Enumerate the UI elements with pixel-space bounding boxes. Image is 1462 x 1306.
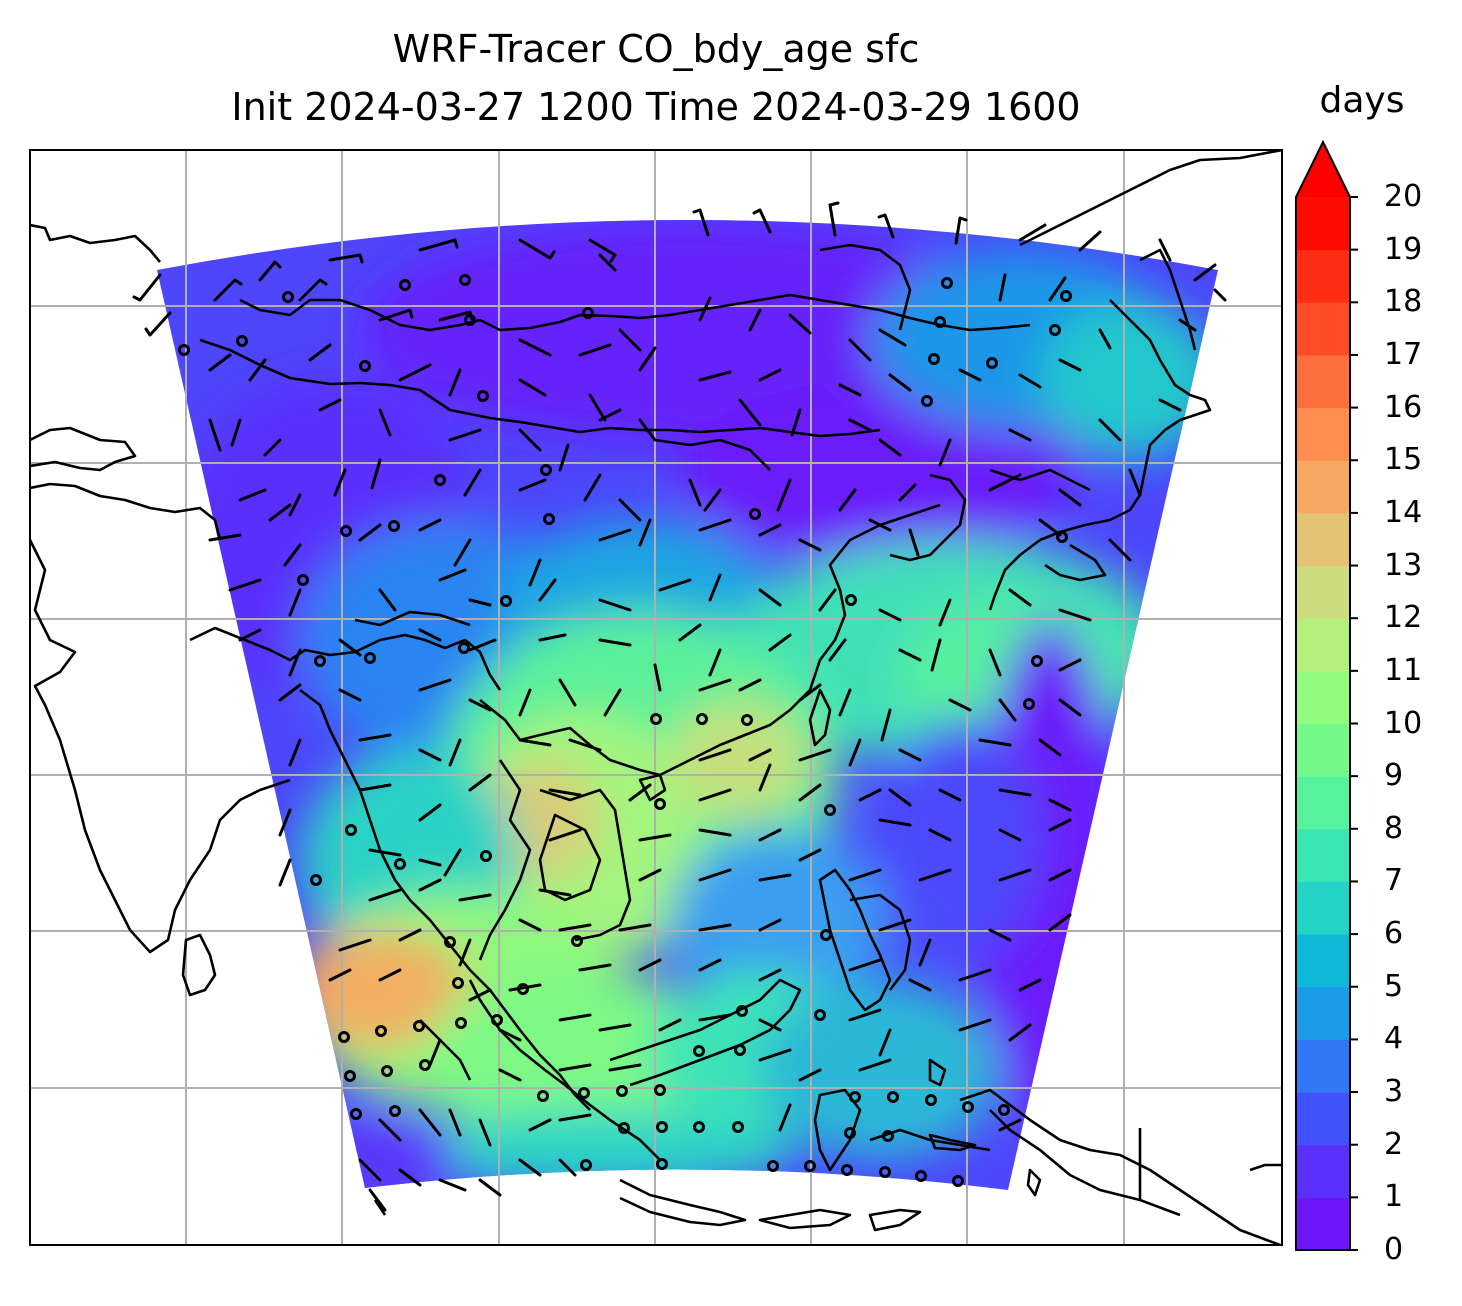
- colorbar-tick-label: 17: [1384, 336, 1423, 372]
- wind-barbs: [132, 201, 1227, 1212]
- colorbar-extend-arrow: [1296, 142, 1350, 197]
- colorbar-tick-label: 12: [1384, 600, 1423, 636]
- calm-markers: [178, 274, 1072, 1187]
- colorbar-tick-label: 3: [1384, 1074, 1404, 1110]
- colorbar-band: [1296, 1144, 1350, 1198]
- colorbar-band: [1296, 723, 1350, 777]
- colorbar-band: [1296, 670, 1350, 724]
- colorbar-band: [1296, 1092, 1350, 1146]
- colorbar-tick-label: 9: [1384, 758, 1404, 794]
- colorbar-band: [1296, 828, 1350, 882]
- colorbar-tick-label: 2: [1384, 1126, 1404, 1162]
- colorbar-band: [1296, 986, 1350, 1040]
- colorbar-band: [1296, 934, 1350, 988]
- colorbar-tick-label: 19: [1384, 231, 1423, 267]
- colorbar-tick-label: 7: [1384, 863, 1404, 899]
- colorbar-tick-label: 20: [1384, 179, 1423, 214]
- coastlines: [30, 150, 1282, 1245]
- map-title: WRF-Tracer CO_bdy_age sfc: [392, 27, 920, 71]
- colorbar-tick-label: 15: [1384, 442, 1423, 478]
- colorbar-band: [1296, 565, 1350, 619]
- colorbar-tick-label: 13: [1384, 547, 1423, 583]
- colorbar-units: days: [1319, 80, 1405, 121]
- colorbar-outline: [1295, 139, 1351, 1251]
- colorbar-tick-label: 4: [1384, 1021, 1404, 1057]
- colorbar-tick-label: 11: [1384, 652, 1423, 688]
- colorbar-tick-label: 1: [1384, 1179, 1404, 1215]
- colorbar-tick-label: 0: [1384, 1232, 1404, 1267]
- colorbar-tick-label: 10: [1384, 705, 1423, 741]
- map-frame: [29, 149, 1283, 1246]
- colorbar-band: [1296, 407, 1350, 461]
- colorbar-bands: [1295, 139, 1351, 1251]
- colorbar-tick-label: 5: [1384, 968, 1404, 1004]
- colorbar-band: [1296, 618, 1350, 672]
- colorbar-tick-label: 18: [1384, 284, 1423, 320]
- colorbar-band: [1296, 197, 1350, 251]
- colorbar-band: [1296, 512, 1350, 567]
- colorbar-band: [1296, 881, 1350, 935]
- colorbar-band: [1296, 1039, 1350, 1093]
- colorbar-tick-label: 16: [1384, 389, 1423, 425]
- colorbar-tick-label: 6: [1384, 916, 1404, 952]
- colorbar-band: [1296, 776, 1350, 830]
- colorbar-band: [1296, 460, 1350, 514]
- colorbar-band: [1296, 354, 1350, 409]
- colorbar-band: [1296, 302, 1350, 356]
- colorbar-tick-label: 14: [1384, 494, 1423, 530]
- colorbar-band: [1296, 1197, 1350, 1251]
- colorbar-tick-label: 8: [1384, 810, 1404, 846]
- colorbar-ticks: [1350, 196, 1358, 1251]
- map-subtitle: Init 2024-03-27 1200 Time 2024-03-29 160…: [231, 85, 1081, 129]
- colorbar-band: [1296, 249, 1350, 303]
